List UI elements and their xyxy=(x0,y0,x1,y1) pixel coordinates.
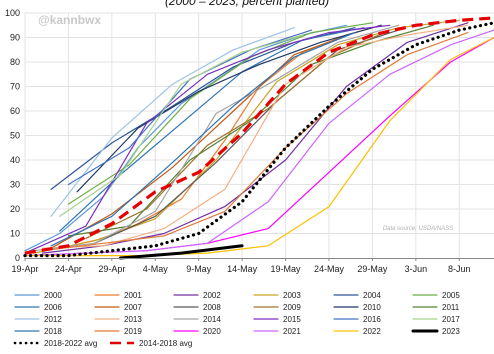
gridlines xyxy=(24,12,494,261)
x-tick-label: 9-May xyxy=(186,264,212,274)
series-line-2021 xyxy=(24,29,494,257)
legend-label-2014: 2014 xyxy=(203,315,221,324)
series-line-2009 xyxy=(85,29,391,239)
legend: 2000 2001 2002 2003 2004 2005 2006 2007 2008 2009… xyxy=(13,291,460,348)
legend-label-2005: 2005 xyxy=(442,291,460,300)
y-tick-label: 50 xyxy=(10,131,20,141)
y-tick-label: 10 xyxy=(10,229,20,239)
series-line-2018-2022 avg xyxy=(23,21,494,258)
series-line-2018 xyxy=(50,31,356,247)
series-line-2000 xyxy=(24,24,347,252)
legend-label-2010: 2010 xyxy=(363,303,381,312)
x-tick-label: 19-May xyxy=(271,264,302,274)
y-tick-label: 30 xyxy=(10,180,20,190)
series-line-2015 xyxy=(24,24,391,254)
legend-label-2023: 2023 xyxy=(442,327,460,336)
legend-label-2020: 2020 xyxy=(203,327,221,336)
legend-label-2007: 2007 xyxy=(124,303,142,312)
series-line-2013 xyxy=(41,24,469,249)
legend-label-2004: 2004 xyxy=(363,291,381,300)
y-axis-tick-labels: 0 10 20 30 40 50 60 70 80 90 100 xyxy=(5,8,20,263)
series-line-2014 xyxy=(33,24,400,252)
legend-label-2016: 2016 xyxy=(363,315,381,324)
legend-label-2006: 2006 xyxy=(44,303,62,312)
x-tick-label: 4-May xyxy=(143,264,169,274)
x-axis-tick-labels: 19-Apr 24-Apr 29-Apr 4-May 9-May 14-May 19-May… xyxy=(11,264,470,274)
y-tick-label: 0 xyxy=(15,253,20,263)
y-tick-label: 90 xyxy=(10,33,20,43)
series-line-2017 xyxy=(59,34,304,217)
chart-subtitle: (2000 – 2023, percent planted) xyxy=(165,0,329,8)
legend-label-2017: 2017 xyxy=(442,315,460,324)
legend-label-2009: 2009 xyxy=(283,303,301,312)
y-tick-label: 40 xyxy=(10,155,20,165)
series-line-2022 xyxy=(24,36,494,257)
legend-label-2008: 2008 xyxy=(203,303,221,312)
series-line-2023 xyxy=(119,244,244,260)
legend-label-2019: 2019 xyxy=(124,327,142,336)
legend-label-2011: 2011 xyxy=(442,303,460,312)
x-tick-label: 14-May xyxy=(227,264,258,274)
series-line-2012 xyxy=(50,27,295,217)
legend-label-2000: 2000 xyxy=(44,291,62,300)
y-tick-label: 100 xyxy=(5,8,20,18)
legend-label-2021: 2021 xyxy=(283,327,301,336)
x-tick-label: 29-May xyxy=(357,264,388,274)
legend-label-2015: 2015 xyxy=(283,315,301,324)
series-line-2005 xyxy=(67,22,373,205)
legend-label-2018-2022 avg: 2018-2022 avg xyxy=(44,339,97,348)
series-line-2007 xyxy=(50,31,356,249)
x-tick-label: 19-Apr xyxy=(11,264,38,274)
x-tick-label: 29-Apr xyxy=(98,264,125,274)
legend-label-2003: 2003 xyxy=(283,291,301,300)
x-tick-label: 3-Jun xyxy=(405,264,428,274)
series-line-2010 xyxy=(76,24,382,193)
y-tick-label: 70 xyxy=(10,82,20,92)
legend-label-2014-2018 avg: 2014-2018 avg xyxy=(139,339,192,348)
y-tick-label: 60 xyxy=(10,106,20,116)
x-tick-label: 24-Apr xyxy=(55,264,82,274)
legend-label-2018: 2018 xyxy=(44,327,62,336)
x-tick-label: 8-Jun xyxy=(448,264,471,274)
legend-label-2022: 2022 xyxy=(363,327,381,336)
watermark: @kannbwx xyxy=(38,13,101,27)
y-tick-label: 20 xyxy=(10,204,20,214)
legend-label-2012: 2012 xyxy=(44,315,62,324)
data-source-note: Data source: USDA/NASS xyxy=(383,226,453,232)
legend-label-2002: 2002 xyxy=(203,291,221,300)
series-line-2019 xyxy=(41,31,469,252)
legend-label-2013: 2013 xyxy=(124,315,142,324)
y-tick-label: 80 xyxy=(10,57,20,67)
series-lines xyxy=(23,16,494,260)
x-tick-label: 24-May xyxy=(314,264,345,274)
legend-label-2001: 2001 xyxy=(124,291,142,300)
